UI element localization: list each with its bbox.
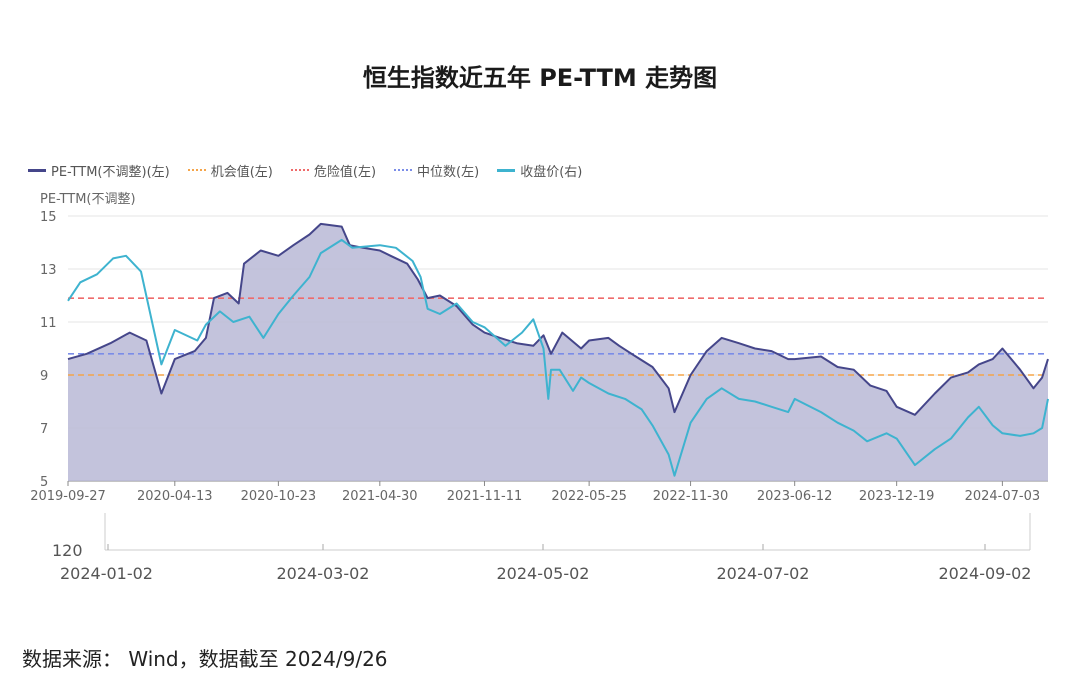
legend-swatch-pe-ttm [28, 168, 46, 172]
y-tick-label: 15 [40, 210, 57, 225]
reference-lines [68, 297, 1048, 376]
chart-title: 恒生指数近五年 PE-TTM 走势图 [362, 64, 718, 92]
y-tick-labels: 15 13 11 9 7 5 [40, 210, 57, 490]
x-tick-label: 2022-11-30 [653, 489, 729, 504]
navigator-y-tick: 120 [52, 541, 83, 560]
x-tick-labels: 2019-09-27 2020-04-13 2020-10-23 2021-04-30… [30, 481, 1040, 504]
legend: PE-TTM(不调整)(左) 机会值(左) 危险值(左) 中位数(左) 收盘价(… [28, 160, 600, 180]
legend-item-median[interactable]: 中位数(左) [394, 161, 479, 180]
x-tick-label: 2021-04-30 [342, 489, 418, 504]
area-layer [68, 223, 1048, 481]
close-price-line [67, 238, 1049, 477]
legend-label-median: 中位数(左) [417, 164, 480, 180]
legend-swatch-danger [290, 169, 309, 171]
main-chart: 15 13 11 9 7 5 2019-09-27 2020-04-13 2020-10-23… [30, 210, 1049, 504]
legend-item-pe-ttm[interactable]: PE-TTM(不调整)(左) [28, 161, 170, 180]
pe-ttm-area [68, 223, 1048, 481]
legend-swatch-opportunity [187, 169, 206, 171]
y-tick-label: 9 [40, 369, 48, 384]
navigator-x-tick-label: 2024-03-02 [277, 564, 370, 583]
legend-item-danger[interactable]: 危险值(左) [290, 161, 377, 180]
x-tick-label: 2020-04-13 [137, 489, 213, 504]
navigator-x-tick-label: 2024-05-02 [497, 564, 590, 583]
legend-label-opportunity: 机会值(左) [210, 164, 273, 180]
x-tick-label: 2023-12-19 [859, 489, 935, 504]
y-tick-label: 5 [40, 475, 48, 490]
y-tick-label: 11 [40, 316, 57, 331]
x-tick-label: 2023-06-12 [757, 489, 833, 504]
x-tick-label: 2020-10-23 [241, 489, 317, 504]
legend-label-pe-ttm: PE-TTM(不调整)(左) [51, 164, 170, 180]
x-tick-label: 2022-05-25 [551, 489, 627, 504]
navigator-layer: 120 2024-01-02 2024-03-02 2024-05-02 2024-07… [52, 513, 1031, 583]
navigator-x-tick-label: 2024-09-02 [939, 564, 1032, 583]
legend-item-opportunity[interactable]: 机会值(左) [187, 161, 273, 180]
legend-label-close-price: 收盘价(右) [520, 164, 583, 180]
navigator-x-tick-label: 2024-01-02 [60, 564, 153, 583]
y-axis-label: PE-TTM(不调整) [40, 192, 136, 207]
series-lines [67, 222, 1049, 477]
x-tick-label: 2021-11-11 [447, 489, 523, 504]
navigator-x-tick-label: 2024-07-02 [717, 564, 810, 583]
y-tick-label: 13 [40, 263, 57, 278]
legend-swatch-median [394, 169, 413, 171]
legend-item-close-price[interactable]: 收盘价(右) [497, 161, 582, 180]
source-note: 数据来源： Wind，数据截至 2024/9/26 [22, 647, 388, 671]
pe-ttm-line [67, 222, 1049, 416]
x-tick-label: 2024-07-03 [965, 489, 1041, 504]
x-tick-label: 2019-09-27 [30, 489, 106, 504]
y-tick-label: 7 [40, 422, 48, 437]
legend-label-danger: 危险值(左) [313, 164, 377, 180]
navigator-chart[interactable]: 120 2024-01-02 2024-03-02 2024-05-02 2024-07… [0, 505, 1080, 590]
legend-swatch-close-price [497, 168, 516, 172]
